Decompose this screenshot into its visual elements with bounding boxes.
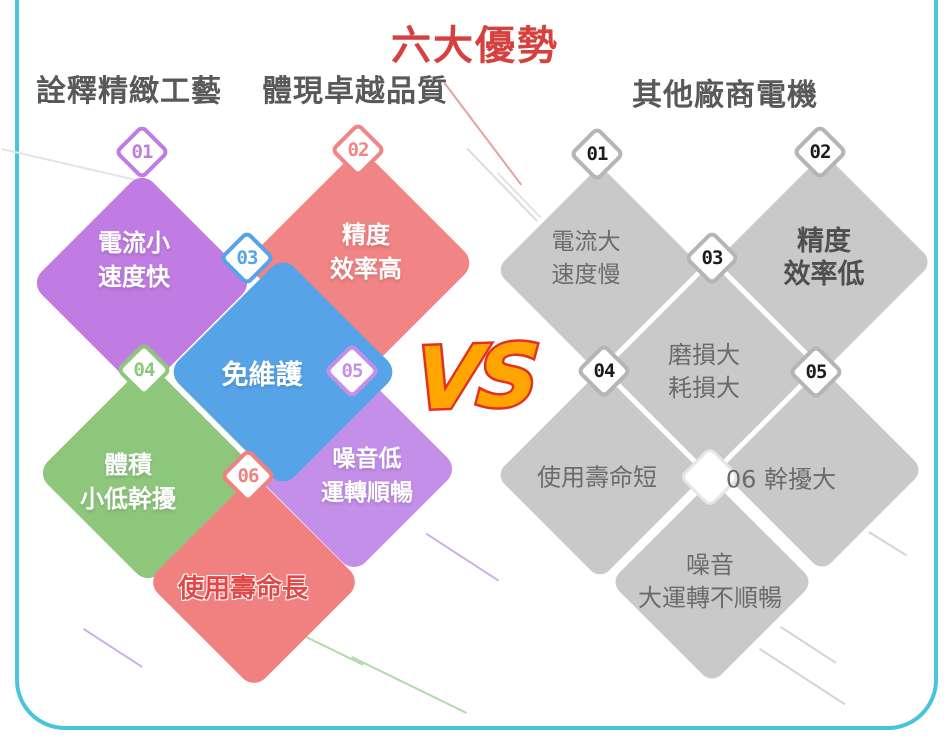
advantage-line: 噪音低 [332, 446, 402, 472]
competitor-text-06: 噪音 大運轉不順暢 [638, 549, 782, 615]
advantage-line: 小低幹擾 [80, 485, 176, 513]
decorative-line [758, 648, 846, 706]
advantage-badge-01: 01 [113, 123, 171, 181]
competitor-text-05: 06 幹擾大 [726, 464, 836, 497]
decorative-line [779, 626, 837, 664]
badge-number: 02 [347, 138, 369, 161]
page-title: 六大優勢 [391, 23, 559, 69]
badge-number: 04 [593, 359, 615, 382]
competitor-line: 效率低 [783, 259, 865, 290]
heading-craftsmanship: 詮釋精緻工藝 [36, 74, 222, 109]
competitor-line: 大運轉不順暢 [638, 584, 782, 612]
advantage-text-05: 噪音低 運轉順暢 [321, 442, 413, 510]
advantage-line: 運轉順暢 [321, 480, 413, 506]
advantage-line: 免維護 [221, 360, 303, 391]
badge-number: 02 [809, 140, 831, 163]
competitor-line: 磨損大 [668, 341, 740, 369]
advantage-line: 速度快 [98, 263, 170, 291]
badge-number: 01 [131, 140, 153, 163]
competitor-line: 電流大 [551, 229, 621, 255]
badge-number: 04 [133, 358, 155, 381]
decorative-line [351, 656, 468, 714]
advantage-text-06: 使用壽命長 [178, 572, 308, 606]
advantage-line: 體積 [104, 451, 152, 479]
heading-competitors: 其他廠商電機 [632, 78, 818, 113]
advantage-line: 精度 [342, 221, 390, 249]
advantage-line: 效率高 [330, 255, 402, 283]
badge-number: 06 [237, 464, 259, 487]
advantage-text-04: 體積 小低幹擾 [80, 448, 176, 516]
competitor-text-01: 電流大 速度慢 [552, 226, 621, 292]
vs-label: VS [410, 323, 541, 432]
decorative-line [443, 82, 523, 186]
competitor-line: 06 幹擾大 [725, 465, 837, 494]
competitor-text-04: 使用壽命短 [537, 462, 657, 495]
heading-quality: 體現卓越品質 [262, 74, 448, 109]
competitor-line: 精度 [797, 226, 851, 257]
decorative-line [466, 148, 544, 228]
badge-number: 05 [341, 359, 363, 382]
decorative-line [82, 628, 143, 668]
competitor-badge-01: 01 [568, 125, 626, 183]
badge-number: 03 [236, 246, 258, 269]
badge-number: 03 [701, 246, 723, 269]
competitor-line: 噪音 [686, 551, 734, 579]
competitor-line: 使用壽命短 [537, 463, 657, 492]
advantage-text-01: 電流小 速度快 [98, 226, 170, 294]
competitor-text-03: 磨損大 耗損大 [668, 339, 740, 405]
decorative-line [425, 533, 500, 582]
advantage-line: 電流小 [98, 229, 170, 257]
badge-number: 05 [805, 360, 827, 383]
competitor-line: 耗損大 [668, 374, 740, 402]
badge-number: 01 [586, 142, 608, 165]
advantage-text-02: 精度 效率高 [330, 218, 402, 286]
competitor-line: 速度慢 [551, 262, 621, 288]
advantage-text-03: 免維護 [222, 359, 303, 393]
advantage-line: 使用壽命長 [177, 574, 309, 604]
competitor-text-02: 精度 效率低 [784, 225, 865, 291]
